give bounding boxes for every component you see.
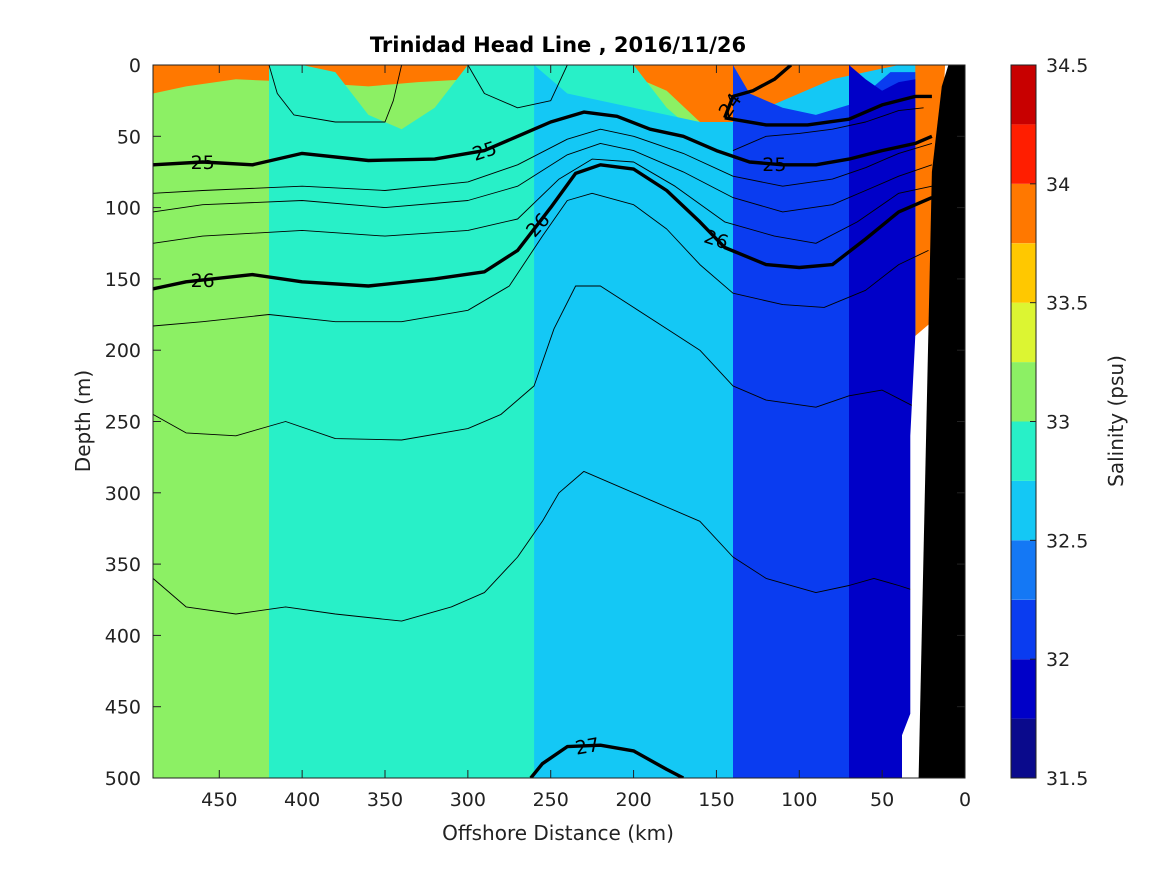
colorbar-segment [1011,421,1036,481]
y-tick-label: 300 [105,483,141,505]
y-tick-label: 200 [105,340,141,362]
density-contour-5 [724,94,932,127]
colorbar-tick-label: 32.5 [1046,530,1088,552]
y-axis-label: Depth (m) [71,370,95,472]
density-contour-13 [467,65,568,109]
y-tick-label: 50 [117,126,141,148]
y-tick-label: 450 [105,697,141,719]
colorbar-label: Salinity (psu) [1104,355,1128,487]
y-tick-label: 500 [105,768,141,790]
y-tick-label: 0 [129,55,141,77]
colorbar-tick-label: 34 [1046,174,1070,196]
x-axis-ticks: 450 400 350 300 250 200 150 100 50 0 [201,65,971,811]
x-tick-label: 0 [959,789,971,811]
colorbar-tick-label: 34.5 [1046,55,1088,77]
colorbar-segment [1011,718,1036,778]
land-mask [902,65,965,778]
density-contour-9 [153,192,929,327]
density-contour-11 [153,470,913,622]
colorbar [1011,65,1036,778]
salinity-bands [153,65,916,778]
colorbar-tick-label: 33.5 [1046,293,1088,315]
colorbar-tick-label: 33 [1046,412,1070,434]
x-tick-label: 350 [367,789,403,811]
x-tick-label: 200 [615,789,651,811]
colorbar-ticks: 31.5 32 32.5 33 33.5 34 34.5 [1030,55,1088,790]
land-mask-black [918,65,965,778]
y-axis-ticks: 0 50 100 150 200 250 300 350 400 450 500 [105,55,965,790]
y-tick-label: 150 [105,269,141,291]
salinity-band-9 [849,65,916,778]
density-contour-2 [153,163,933,291]
x-axis-label: Offshore Distance (km) [442,821,674,845]
x-tick-label: 300 [450,789,486,811]
contour-label-4: 26 [191,270,215,292]
contour-label-1: 25 [191,152,215,174]
colorbar-segment [1011,659,1036,719]
contour-label-7: 27 [574,734,602,760]
density-contour-12 [268,65,403,123]
density-contour-3 [529,743,685,778]
colorbar-segment [1011,480,1036,541]
y-tick-label: 250 [105,412,141,434]
colorbar-segment [1011,362,1036,422]
colorbar-segment [1011,302,1036,363]
colorbar-segment [1011,243,1036,303]
y-tick-label: 350 [105,554,141,576]
colorbar-segment [1011,124,1036,184]
colorbar-tick-label: 32 [1046,649,1070,671]
x-tick-label: 400 [284,789,320,811]
density-contour-6 [153,128,933,194]
chart-title: Trinidad Head Line , 2016/11/26 [370,33,746,57]
x-tick-label: 450 [201,789,237,811]
x-tick-label: 150 [698,789,734,811]
density-contour-10 [153,285,916,441]
x-tick-label: 100 [781,789,817,811]
colorbar-tick-label: 31.5 [1046,768,1088,790]
density-contour-1 [153,110,933,167]
density-contour-14 [732,107,924,152]
contour-label-3: 25 [762,154,786,176]
colorbar-segment [1011,65,1036,125]
colorbar-segment [1011,183,1036,244]
x-tick-label: 250 [533,789,569,811]
x-tick-label: 50 [870,789,894,811]
y-tick-label: 400 [105,625,141,647]
density-contour-4 [723,65,793,119]
density-contour-7 [153,142,933,213]
y-tick-label: 100 [105,198,141,220]
colorbar-segment [1011,599,1036,660]
density-contour-8 [153,158,932,244]
colorbar-segment [1011,540,1036,600]
